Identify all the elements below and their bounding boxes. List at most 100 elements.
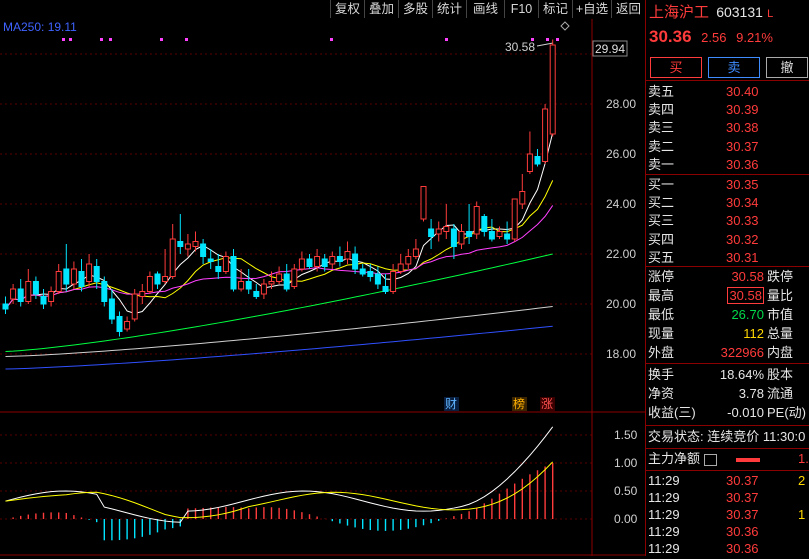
marker-cai[interactable]: 财 [445, 397, 457, 411]
dea-line [5, 461, 554, 519]
multi-stock-button[interactable]: 多股 [398, 0, 432, 18]
stat-value: 112 [743, 326, 764, 341]
high-arrow [536, 42, 554, 47]
candle-body [374, 273, 381, 285]
bid-row-2: 买二 30.34 [648, 194, 808, 212]
candle-body [420, 186, 427, 220]
fuquan-button[interactable]: 复权 [330, 0, 364, 18]
candle-body [25, 281, 32, 302]
stat-key: 现量 [648, 326, 675, 341]
fund-row-1: 净资 3.78 流通 [648, 385, 808, 403]
y-tick-24: 24.00 [606, 197, 636, 211]
candle-body [352, 253, 359, 270]
candle-body [519, 191, 526, 205]
draw-line-button[interactable]: 画线 [466, 0, 504, 18]
f10-button[interactable]: F10 [504, 0, 538, 18]
ask-label: 卖五 [648, 84, 675, 99]
tick-price: 30.37 [726, 490, 759, 505]
tick-row-1: 11:29 30.37 [648, 489, 808, 507]
candle-body [268, 281, 275, 285]
stat-value: 322966 [720, 345, 764, 360]
indicator-bars [5, 426, 554, 541]
candle-body [17, 288, 24, 302]
fund-key: 净资 [648, 386, 675, 401]
add-watchlist-button[interactable]: +自选 [572, 0, 611, 18]
cancel-button[interactable]: 撤 [766, 57, 808, 78]
candle-body [139, 291, 146, 297]
signal-dot [109, 38, 112, 41]
fund-row-0: 换手 18.64% 股本 [648, 366, 808, 384]
ma5-line [5, 132, 554, 315]
chart-toolbar: 复权 叠加 多股 统计 画线 F10 标记 +自选 返回 [0, 0, 645, 19]
tick-vol: 2 [798, 473, 806, 488]
fund-key: 换手 [648, 367, 675, 382]
candle-body [48, 291, 55, 302]
candle-body [108, 298, 115, 320]
ma10-line [5, 180, 554, 310]
quote-panel: 上海沪工 603131 L 30.36 2.56 9.21% 买 卖 撤 卖五 3… [645, 0, 809, 556]
candle-body [526, 153, 533, 172]
bid-price: 30.34 [726, 195, 759, 211]
back-button[interactable]: 返回 [611, 0, 645, 18]
marker-bang-bg [512, 397, 527, 411]
overlay-button[interactable]: 叠加 [364, 0, 398, 18]
marker-zhang-bg [540, 397, 555, 411]
ask-row-3: 卖三 30.38 [648, 119, 808, 137]
candle-body [253, 291, 260, 297]
mark-button[interactable]: 标记 [538, 0, 572, 18]
signal-dot [556, 38, 559, 41]
candle-body [450, 228, 457, 247]
y-tick-26: 26.00 [606, 147, 636, 161]
y-tick-20: 20.00 [606, 297, 636, 311]
tick-time: 11:29 [648, 541, 680, 556]
diamond-icon[interactable] [560, 21, 570, 31]
candle-body [63, 268, 70, 285]
candle-body [86, 263, 93, 282]
candle-body [131, 293, 138, 320]
stat-key2: 量比 [767, 288, 794, 303]
signal-dot [185, 38, 188, 41]
candle-body [382, 286, 389, 292]
buy-button[interactable]: 买 [650, 57, 702, 78]
marker-zhang[interactable]: 涨 [541, 396, 553, 411]
candle-body [162, 276, 169, 282]
dropdown-icon[interactable] [703, 453, 717, 466]
signal-dot [546, 38, 549, 41]
candle-body [435, 228, 442, 235]
stat-key: 最高 [648, 288, 675, 303]
fund-value: -0.010 [727, 405, 764, 420]
sell-button[interactable]: 卖 [708, 57, 760, 78]
current-price: 30.36 [649, 27, 692, 46]
candle-body [177, 241, 184, 247]
tick-price: 30.37 [726, 507, 759, 522]
candle-body [314, 256, 321, 267]
candle-body [70, 268, 77, 285]
candle-body [169, 238, 176, 277]
trade-status-row: 交易状态: 连续竞价 11:30:0 [648, 428, 805, 446]
ask-price: 30.39 [726, 102, 759, 118]
fund-value: 3.78 [738, 386, 764, 401]
candle-body [283, 273, 290, 290]
net-flow-row[interactable]: 主力净额 1. [648, 450, 809, 468]
y-tick-18: 18.00 [606, 347, 636, 361]
ask-price: 30.38 [726, 120, 759, 136]
fund-key2: 股本 [767, 367, 794, 382]
bid-price: 30.32 [726, 231, 759, 247]
tick-row-4: 11:29 30.36 [648, 540, 808, 558]
stats-button[interactable]: 统计 [432, 0, 466, 18]
trade-status-time: 11:30:0 [762, 429, 806, 444]
bid-price: 30.31 [726, 249, 759, 265]
ask-row-1: 卖一 30.36 [648, 156, 808, 174]
kline-chart-area[interactable]: MA250: 19.11 28.00 26.00 24.00 22.00 20.… [0, 19, 645, 556]
candle-body [329, 256, 336, 265]
candle-body [230, 256, 237, 290]
candle-body [291, 268, 298, 287]
marker-bang[interactable]: 榜 [513, 396, 525, 411]
ask-label: 卖二 [648, 138, 675, 154]
candle-body [428, 228, 435, 237]
net-flow-value: 1. [798, 451, 809, 466]
ask-row-5: 卖五 30.40 [648, 83, 808, 101]
candle-body [93, 266, 100, 282]
candle-body [154, 273, 161, 285]
ma250-line [5, 325, 553, 370]
